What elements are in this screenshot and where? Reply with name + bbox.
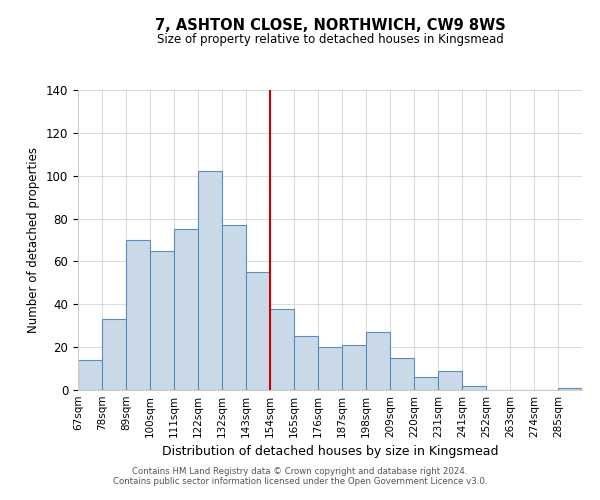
Bar — [462, 386, 486, 390]
Bar — [246, 272, 270, 390]
Bar — [78, 360, 102, 390]
Bar — [366, 332, 390, 390]
Bar — [102, 320, 126, 390]
Bar — [414, 377, 438, 390]
Bar — [342, 345, 366, 390]
Bar — [222, 225, 246, 390]
Bar — [126, 240, 150, 390]
Y-axis label: Number of detached properties: Number of detached properties — [28, 147, 40, 333]
Bar — [270, 308, 294, 390]
Bar — [390, 358, 414, 390]
Text: Size of property relative to detached houses in Kingsmead: Size of property relative to detached ho… — [157, 32, 503, 46]
Bar — [294, 336, 318, 390]
Text: 7, ASHTON CLOSE, NORTHWICH, CW9 8WS: 7, ASHTON CLOSE, NORTHWICH, CW9 8WS — [155, 18, 505, 32]
Text: Contains HM Land Registry data © Crown copyright and database right 2024.: Contains HM Land Registry data © Crown c… — [132, 467, 468, 476]
Bar — [438, 370, 462, 390]
Bar — [318, 347, 342, 390]
Bar — [150, 250, 174, 390]
Bar — [174, 230, 198, 390]
Text: Contains public sector information licensed under the Open Government Licence v3: Contains public sector information licen… — [113, 477, 487, 486]
Bar — [198, 172, 222, 390]
X-axis label: Distribution of detached houses by size in Kingsmead: Distribution of detached houses by size … — [162, 446, 498, 458]
Bar — [558, 388, 582, 390]
